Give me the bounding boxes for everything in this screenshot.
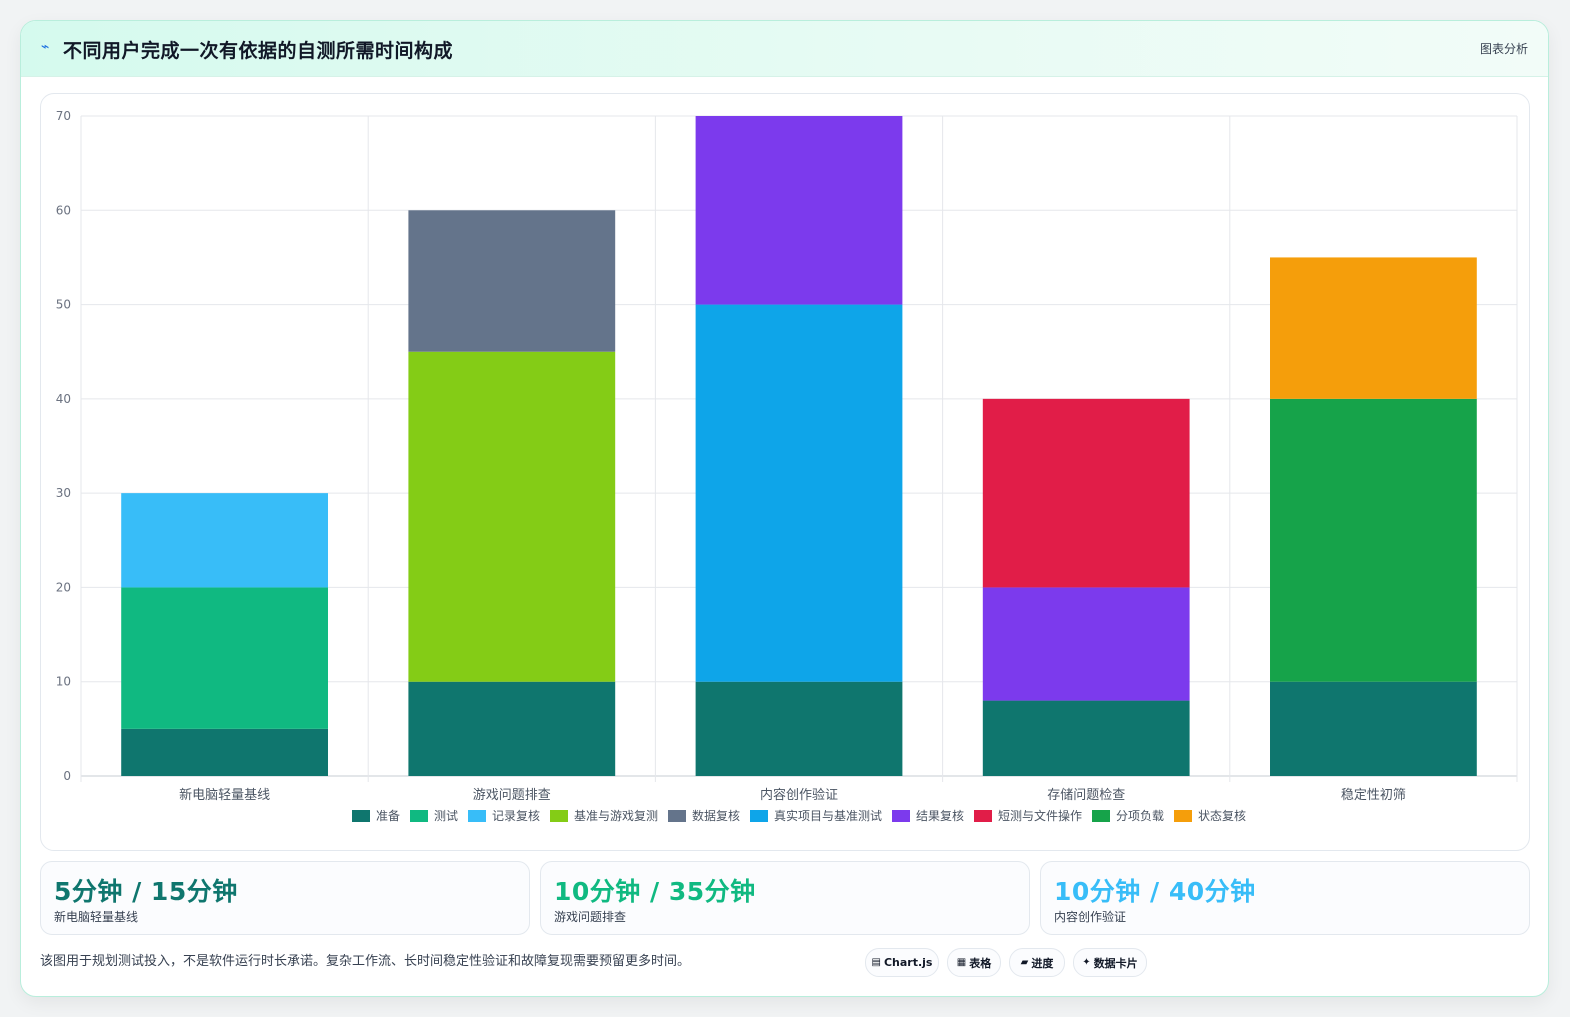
y-tick-label: 70 — [56, 109, 71, 123]
card-icon: ✦ — [1082, 957, 1091, 968]
bar-segment — [408, 351, 616, 682]
legend-label: 数据复核 — [692, 808, 740, 823]
stat-label: 新电脑轻量基线 — [54, 910, 139, 924]
data-card-pill[interactable]: ✦ 数据卡片 — [1073, 948, 1147, 977]
chartjs-pill[interactable]: ▤ Chart.js — [865, 948, 939, 977]
table-pill[interactable]: ▦ 表格 — [947, 948, 1001, 977]
bar-segment — [1270, 681, 1477, 776]
x-tick-label: 游戏问题排查 — [473, 788, 551, 803]
page-title: 不同用户完成一次有依据的自测所需时间构成 — [63, 40, 454, 62]
chart-card: ⌁ 不同用户完成一次有依据的自测所需时间构成 图表分析 0 10 20 30 40 50 6… — [20, 20, 1549, 997]
progress-icon: ▰ — [1020, 957, 1029, 968]
lightning-icon: ⌁ — [41, 39, 50, 55]
stat-value: 5分钟 / 15分钟 — [54, 877, 238, 906]
y-tick-label: 60 — [56, 203, 71, 217]
pill-label: 进度 — [1031, 956, 1054, 970]
bar-segment — [695, 681, 903, 776]
legend-label: 测试 — [434, 808, 458, 823]
table-icon: ▦ — [956, 957, 967, 968]
legend-swatch — [468, 810, 486, 822]
bar-segment — [121, 493, 328, 588]
stat-label: 内容创作验证 — [1054, 910, 1127, 924]
chart-panel: 0 10 20 30 40 50 60 70 新电脑轻量基线 游戏问题排查 内容创作验证 存储问题检查… — [40, 93, 1530, 851]
pill-label: 表格 — [969, 956, 992, 970]
stat-card-2: 10分钟 / 35分钟 游戏问题排查 — [540, 861, 1030, 935]
y-tick-label: 10 — [56, 675, 71, 689]
stat-value: 10分钟 / 40分钟 — [1054, 877, 1256, 906]
legend-label: 记录复核 — [492, 809, 540, 823]
stat-value: 10分钟 / 35分钟 — [554, 877, 756, 906]
legend-label: 真实项目与基准测试 — [774, 808, 882, 823]
pill-label: Chart.js — [883, 956, 933, 969]
bar-segment — [121, 728, 328, 776]
card-header: ⌁ 不同用户完成一次有依据的自测所需时间构成 图表分析 — [21, 21, 1548, 77]
x-tick-label: 存储问题检查 — [1047, 788, 1125, 803]
bar-segment — [695, 304, 903, 682]
legend-swatch — [550, 810, 568, 822]
bar-segment — [408, 210, 616, 352]
stat-card-1: 5分钟 / 15分钟 新电脑轻量基线 — [40, 861, 530, 935]
chart-analysis-link[interactable]: 图表分析 — [1479, 42, 1528, 56]
bar-segment — [1270, 257, 1477, 399]
legend-swatch — [974, 810, 992, 822]
stat-label: 游戏问题排查 — [554, 910, 627, 924]
legend-label: 短测与文件操作 — [998, 808, 1082, 823]
x-tick-label: 新电脑轻量基线 — [179, 787, 270, 803]
chart-icon: ▤ — [871, 957, 881, 968]
bar-segment — [121, 587, 328, 729]
stat-card-3: 10分钟 / 40分钟 内容创作验证 — [1040, 861, 1530, 935]
y-tick-label: 30 — [56, 486, 71, 500]
bar-segment — [408, 681, 616, 776]
pill-label: 数据卡片 — [1093, 956, 1138, 970]
x-tick-label: 稳定性初筛 — [1341, 787, 1406, 803]
bar-segment — [982, 587, 1190, 701]
legend-swatch — [1174, 810, 1192, 822]
legend-swatch — [668, 810, 686, 822]
footer-note: 该图用于规划测试投入，不是软件运行时长承诺。复杂工作流、长时间稳定性验证和故障复… — [40, 954, 691, 969]
y-tick-label: 40 — [56, 392, 71, 406]
legend-swatch — [750, 810, 768, 822]
x-tick-label: 内容创作验证 — [760, 787, 838, 803]
legend-label: 分项负载 — [1116, 809, 1164, 823]
legend-swatch — [352, 810, 370, 822]
y-tick-label: 0 — [63, 769, 71, 783]
legend-label: 准备 — [376, 809, 400, 823]
legend-swatch — [892, 810, 910, 822]
legend-label: 状态复核 — [1198, 809, 1246, 823]
legend-swatch — [1092, 810, 1110, 822]
progress-pill[interactable]: ▰ 进度 — [1009, 948, 1065, 977]
bar-segment — [1270, 398, 1477, 682]
y-tick-label: 20 — [56, 580, 71, 594]
bar-segment — [982, 398, 1190, 588]
stacked-bar-chart: 0 10 20 30 40 50 60 70 新电脑轻量基线 游戏问题排查 内容创作验证 存储问题检查… — [56, 109, 1518, 823]
y-tick-label: 50 — [56, 298, 71, 312]
legend-label: 基准与游戏复测 — [574, 809, 658, 823]
bar-segment — [982, 700, 1190, 776]
legend-swatch — [410, 810, 428, 822]
bar-segment — [695, 116, 903, 305]
legend-label: 结果复核 — [916, 809, 964, 823]
